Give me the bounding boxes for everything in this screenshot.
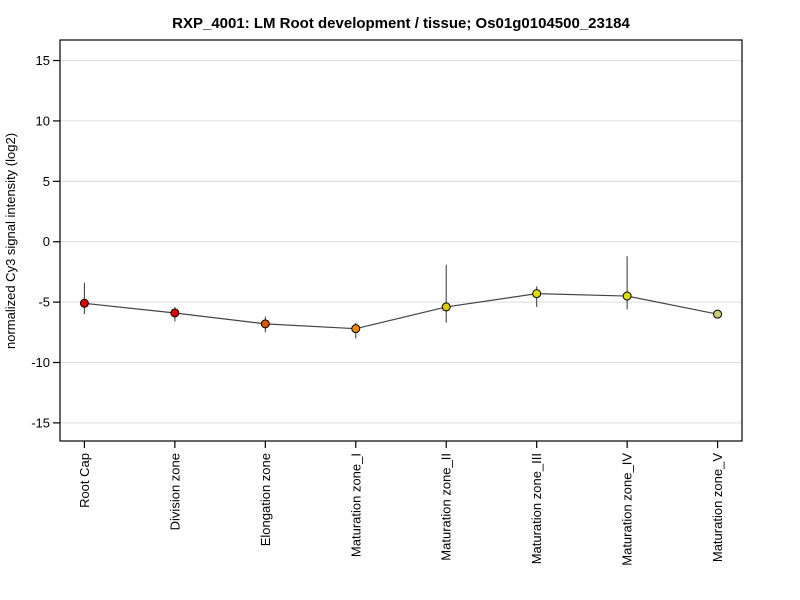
- data-point: [622, 291, 632, 301]
- y-tick-label: -15: [31, 415, 50, 430]
- data-point: [79, 298, 89, 308]
- x-tick-label: Maturation zone_V: [710, 453, 725, 562]
- plot-border: [59, 39, 743, 442]
- data-point: [713, 309, 723, 319]
- x-tick-label: Maturation zone_II: [439, 453, 454, 561]
- data-point: [532, 289, 542, 299]
- chart-title: RXP_4001: LM Root development / tissue; …: [172, 15, 630, 32]
- plot-layer: 15 10 5 0 -5 -10 -15 Root Cap Division zone Elong…: [31, 39, 743, 566]
- y-tick-label: 5: [43, 174, 50, 189]
- x-tick-label: Maturation zone_III: [529, 453, 544, 564]
- y-tick-label: -10: [31, 355, 50, 370]
- y-tick-label: 0: [43, 234, 50, 249]
- x-tick-label: Root Cap: [77, 453, 92, 508]
- y-tick-label: -5: [38, 295, 50, 310]
- data-point: [170, 308, 180, 318]
- data-point: [441, 302, 451, 312]
- data-point: [351, 324, 361, 334]
- y-tick-label: 15: [36, 53, 50, 68]
- series-line: [84, 293, 718, 330]
- y-axis-title: normalized Cy3 signal intensity (log2): [3, 133, 18, 349]
- data-point: [260, 319, 270, 329]
- y-tick-label: 10: [36, 113, 50, 128]
- x-tick-label: Division zone: [167, 453, 182, 530]
- x-tick-label: Elongation zone: [258, 453, 273, 546]
- x-tick-label: Maturation zone_I: [348, 453, 363, 557]
- x-tick-label: Maturation zone_IV: [620, 453, 635, 566]
